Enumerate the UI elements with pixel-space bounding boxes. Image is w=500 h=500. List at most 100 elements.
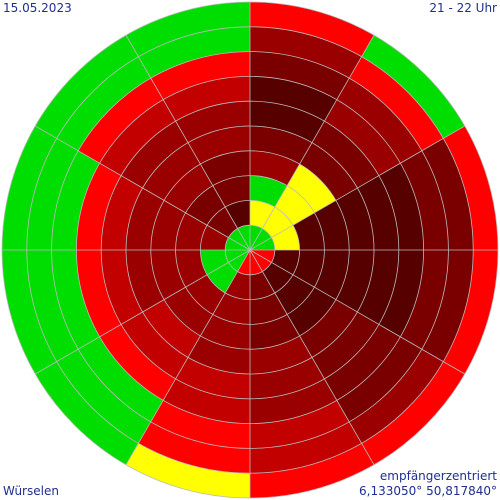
cell-s7-r2	[185, 274, 226, 315]
cell-s2-r5	[357, 175, 399, 250]
cell-s8-r0	[225, 250, 250, 263]
mode-label: empfängerzentriert	[379, 469, 497, 483]
cell-s7-r1	[207, 262, 238, 293]
cell-s6-r9	[126, 443, 250, 498]
cell-s2-r9	[443, 126, 498, 250]
cell-s3-r3	[314, 250, 350, 300]
grid-spoke-11	[125, 35, 251, 251]
cell-s4-r6	[324, 324, 401, 401]
cell-s9-r0	[225, 237, 250, 250]
cell-s2-r8	[421, 138, 474, 250]
date-label: 15.05.2023	[3, 1, 72, 15]
grid-spoke-5	[249, 249, 375, 465]
cell-s2-r6	[378, 163, 424, 250]
cell-s6-r2	[212, 292, 250, 325]
cell-s3-r1	[271, 250, 300, 275]
grid-spoke-4	[249, 249, 465, 375]
cell-s7-r3	[164, 287, 213, 336]
cell-s5-r1	[250, 271, 275, 300]
cell-s8-r1	[200, 250, 229, 275]
cell-s6-r5	[175, 357, 250, 399]
cell-s0-r9	[250, 2, 374, 57]
cell-s9-r2	[175, 212, 208, 250]
cell-s6-r1	[225, 271, 250, 300]
grid-spoke-2	[249, 125, 465, 251]
cell-s11-r2	[212, 175, 250, 208]
cell-s9-r1	[200, 225, 229, 250]
cell-s1-r0	[250, 228, 272, 250]
cell-s7-r7	[78, 336, 164, 422]
cell-s6-r8	[138, 421, 250, 474]
cell-s11-r1	[225, 200, 250, 229]
cell-s5-r4	[250, 335, 312, 374]
cell-s4-r5	[312, 312, 379, 379]
cell-s3-r4	[335, 250, 374, 312]
cell-s0-r5	[250, 101, 325, 143]
cell-s7-r6	[99, 324, 176, 401]
cell-s8-r8	[26, 250, 79, 362]
cell-s6-r7	[150, 400, 250, 449]
cell-s0-r4	[250, 126, 312, 165]
cell-s9-r7	[51, 150, 100, 250]
grid-spoke-1	[249, 35, 375, 251]
cell-s7-r9	[35, 361, 139, 465]
cell-s5-r9	[250, 443, 374, 498]
cell-s11-r7	[150, 51, 250, 100]
cell-s11-r4	[188, 126, 250, 165]
cell-s0-r2	[250, 175, 288, 208]
cell-s4-r3	[287, 287, 336, 336]
cell-s10-r1	[207, 207, 238, 238]
cell-s8-r2	[175, 250, 208, 288]
cell-s2-r3	[314, 200, 350, 250]
grid-spoke-7	[125, 249, 251, 465]
cell-s4-r8	[349, 349, 444, 444]
cell-s0-r0	[250, 225, 263, 250]
cell-s6-r0	[237, 250, 250, 275]
cell-s5-r6	[250, 378, 337, 424]
cell-s2-r4	[335, 188, 374, 250]
cell-s5-r3	[250, 314, 300, 350]
cell-s4-r9	[361, 361, 465, 465]
cell-s9-r8	[26, 138, 79, 250]
cell-s8-r3	[150, 250, 186, 300]
cell-s3-r2	[292, 250, 325, 288]
cell-s11-r5	[175, 101, 250, 143]
cell-s1-r4	[299, 142, 358, 201]
cell-s7-r5	[121, 312, 188, 379]
cell-s7-r0	[228, 250, 250, 272]
cell-s10-r5	[121, 121, 188, 188]
cell-s9-r3	[150, 200, 186, 250]
cell-s0-r3	[250, 150, 300, 186]
cell-s4-r1	[262, 262, 293, 293]
cell-s8-r6	[76, 250, 122, 337]
cell-s0-r1	[250, 200, 275, 229]
cell-s8-r4	[126, 250, 165, 312]
cell-s4-r4	[299, 299, 358, 358]
cell-s5-r2	[250, 292, 288, 325]
cell-s1-r2	[274, 185, 315, 226]
cell-s5-r5	[250, 357, 325, 399]
cell-s5-r7	[250, 400, 350, 449]
cell-s2-r1	[271, 225, 300, 250]
cell-s1-r5	[312, 121, 379, 188]
cell-s9-r6	[76, 163, 122, 250]
cell-s1-r9	[361, 35, 465, 139]
cell-s10-r3	[164, 164, 213, 213]
cell-s6-r3	[200, 314, 250, 350]
cell-s10-r4	[142, 142, 201, 201]
cell-s3-r5	[357, 250, 399, 325]
cell-s4-r2	[274, 274, 315, 315]
location-label: Würselen	[3, 484, 59, 498]
cell-s1-r6	[324, 99, 401, 176]
coordinates-label: 6,133050° 50,817840°	[359, 484, 497, 498]
cell-s11-r3	[200, 150, 250, 186]
grid-spoke-10	[35, 125, 251, 251]
cell-s3-r9	[443, 250, 498, 374]
cell-s2-r7	[400, 150, 449, 250]
cell-s4-r7	[336, 336, 422, 422]
cell-s6-r4	[188, 335, 250, 374]
cell-s6-r6	[163, 378, 250, 424]
cell-s3-r6	[378, 250, 424, 337]
cell-s9-r4	[126, 188, 165, 250]
cell-s4-r0	[250, 250, 272, 272]
